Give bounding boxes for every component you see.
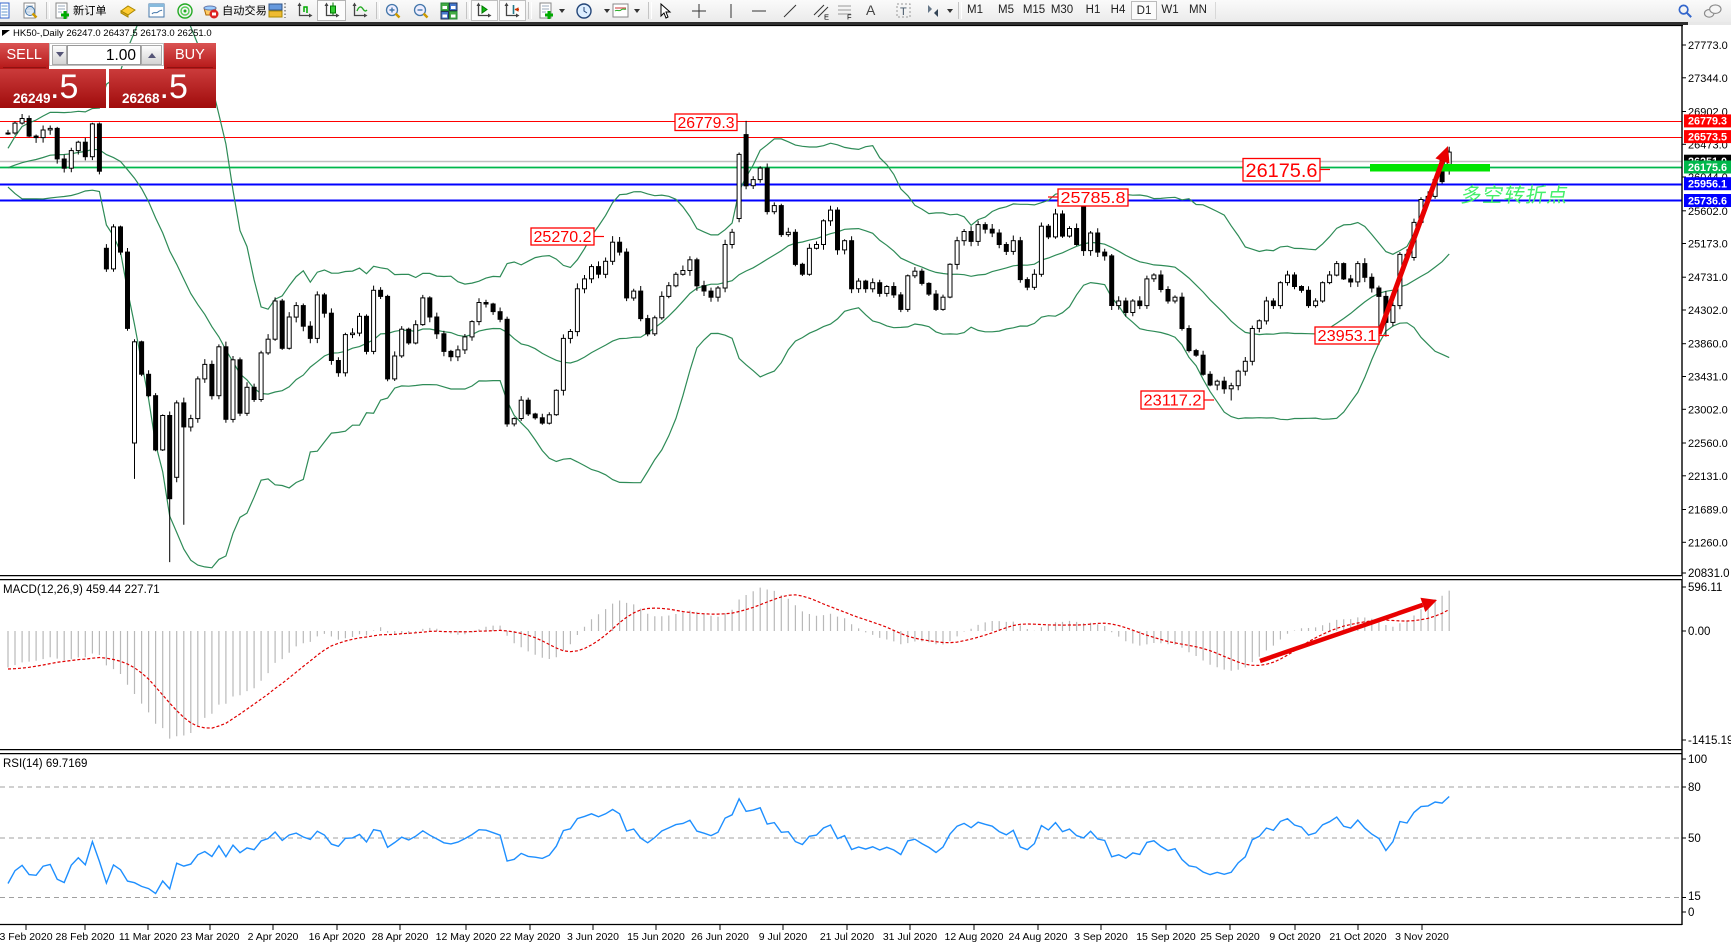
- svg-text:HK50-,Daily 26247.0 26437.5 2: HK50-,Daily 26247.0 26437.5 26173.0 2625…: [13, 28, 212, 39]
- svg-text:26175.6: 26175.6: [1688, 162, 1727, 174]
- svg-text:15 Jun 2020: 15 Jun 2020: [627, 931, 685, 943]
- svg-text:23860.0: 23860.0: [1688, 339, 1728, 351]
- svg-text:3 Feb 2020: 3 Feb 2020: [0, 931, 53, 943]
- svg-text:26 Jun 2020: 26 Jun 2020: [691, 931, 749, 943]
- svg-text:22560.0: 22560.0: [1688, 438, 1728, 450]
- svg-text:3 Jun 2020: 3 Jun 2020: [567, 931, 619, 943]
- svg-text:26175.6: 26175.6: [1246, 160, 1318, 182]
- svg-text:3 Sep 2020: 3 Sep 2020: [1074, 931, 1128, 943]
- svg-text:9 Oct 2020: 9 Oct 2020: [1269, 931, 1321, 943]
- svg-text:21 Oct 2020: 21 Oct 2020: [1329, 931, 1386, 943]
- svg-text:50: 50: [1688, 833, 1701, 845]
- svg-text:596.11: 596.11: [1688, 582, 1722, 594]
- svg-text:25736.6: 25736.6: [1688, 195, 1727, 207]
- svg-text:15: 15: [1688, 891, 1701, 903]
- svg-text:28 Apr 2020: 28 Apr 2020: [372, 931, 429, 943]
- svg-text:23002.0: 23002.0: [1688, 404, 1728, 416]
- svg-text:25 Sep 2020: 25 Sep 2020: [1200, 931, 1260, 943]
- svg-text:24302.0: 24302.0: [1688, 305, 1728, 317]
- svg-text:24 Aug 2020: 24 Aug 2020: [1009, 931, 1068, 943]
- svg-text:F: F: [847, 13, 852, 21]
- svg-text:25270.2: 25270.2: [534, 229, 592, 246]
- svg-text:T: T: [900, 6, 907, 18]
- svg-text:2 Apr 2020: 2 Apr 2020: [248, 931, 299, 943]
- svg-text:15 Sep 2020: 15 Sep 2020: [1136, 931, 1196, 943]
- svg-text:20831.0: 20831.0: [1688, 568, 1730, 580]
- svg-text:16 Apr 2020: 16 Apr 2020: [309, 931, 366, 943]
- svg-text:24731.0: 24731.0: [1688, 272, 1728, 284]
- svg-text:12 Aug 2020: 12 Aug 2020: [945, 931, 1004, 943]
- svg-text:26779.3: 26779.3: [678, 115, 735, 132]
- svg-text:0: 0: [1688, 907, 1694, 919]
- svg-text:25602.0: 25602.0: [1688, 206, 1728, 218]
- svg-text:27344.0: 27344.0: [1688, 73, 1728, 85]
- svg-text:21 Jul 2020: 21 Jul 2020: [820, 931, 874, 943]
- svg-text:11 Mar 2020: 11 Mar 2020: [119, 931, 177, 943]
- svg-text:0.00: 0.00: [1688, 626, 1710, 638]
- svg-text:25956.1: 25956.1: [1688, 179, 1727, 191]
- svg-text:9 Jul 2020: 9 Jul 2020: [759, 931, 808, 943]
- svg-text:23953.1: 23953.1: [1318, 328, 1377, 345]
- svg-text:21689.0: 21689.0: [1688, 505, 1728, 517]
- svg-text:E: E: [824, 13, 829, 21]
- svg-text:26573.5: 26573.5: [1688, 131, 1727, 143]
- svg-text:22 May 2020: 22 May 2020: [500, 931, 561, 943]
- svg-text:100: 100: [1688, 754, 1707, 766]
- svg-text:28 Feb 2020: 28 Feb 2020: [56, 931, 115, 943]
- svg-text:23 Mar 2020: 23 Mar 2020: [181, 931, 240, 943]
- svg-text:80: 80: [1688, 782, 1701, 794]
- svg-text:23431.0: 23431.0: [1688, 372, 1728, 384]
- svg-text:12 May 2020: 12 May 2020: [436, 931, 497, 943]
- svg-text:3 Nov 2020: 3 Nov 2020: [1395, 931, 1449, 943]
- svg-text:27773.0: 27773.0: [1688, 40, 1728, 52]
- svg-text:22131.0: 22131.0: [1688, 471, 1728, 483]
- svg-text:26779.3: 26779.3: [1688, 116, 1727, 128]
- svg-text:25785.8: 25785.8: [1061, 190, 1126, 207]
- svg-text:RSI(14) 69.7169: RSI(14) 69.7169: [3, 758, 87, 770]
- svg-text:25173.0: 25173.0: [1688, 239, 1728, 251]
- svg-text:21260.0: 21260.0: [1688, 537, 1728, 549]
- svg-text:31 Jul 2020: 31 Jul 2020: [883, 931, 937, 943]
- svg-text:MACD(12,26,9) 459.44 227.71: MACD(12,26,9) 459.44 227.71: [3, 584, 160, 596]
- svg-text:23117.2: 23117.2: [1144, 393, 1202, 410]
- svg-text:-1415.19: -1415.19: [1688, 735, 1731, 747]
